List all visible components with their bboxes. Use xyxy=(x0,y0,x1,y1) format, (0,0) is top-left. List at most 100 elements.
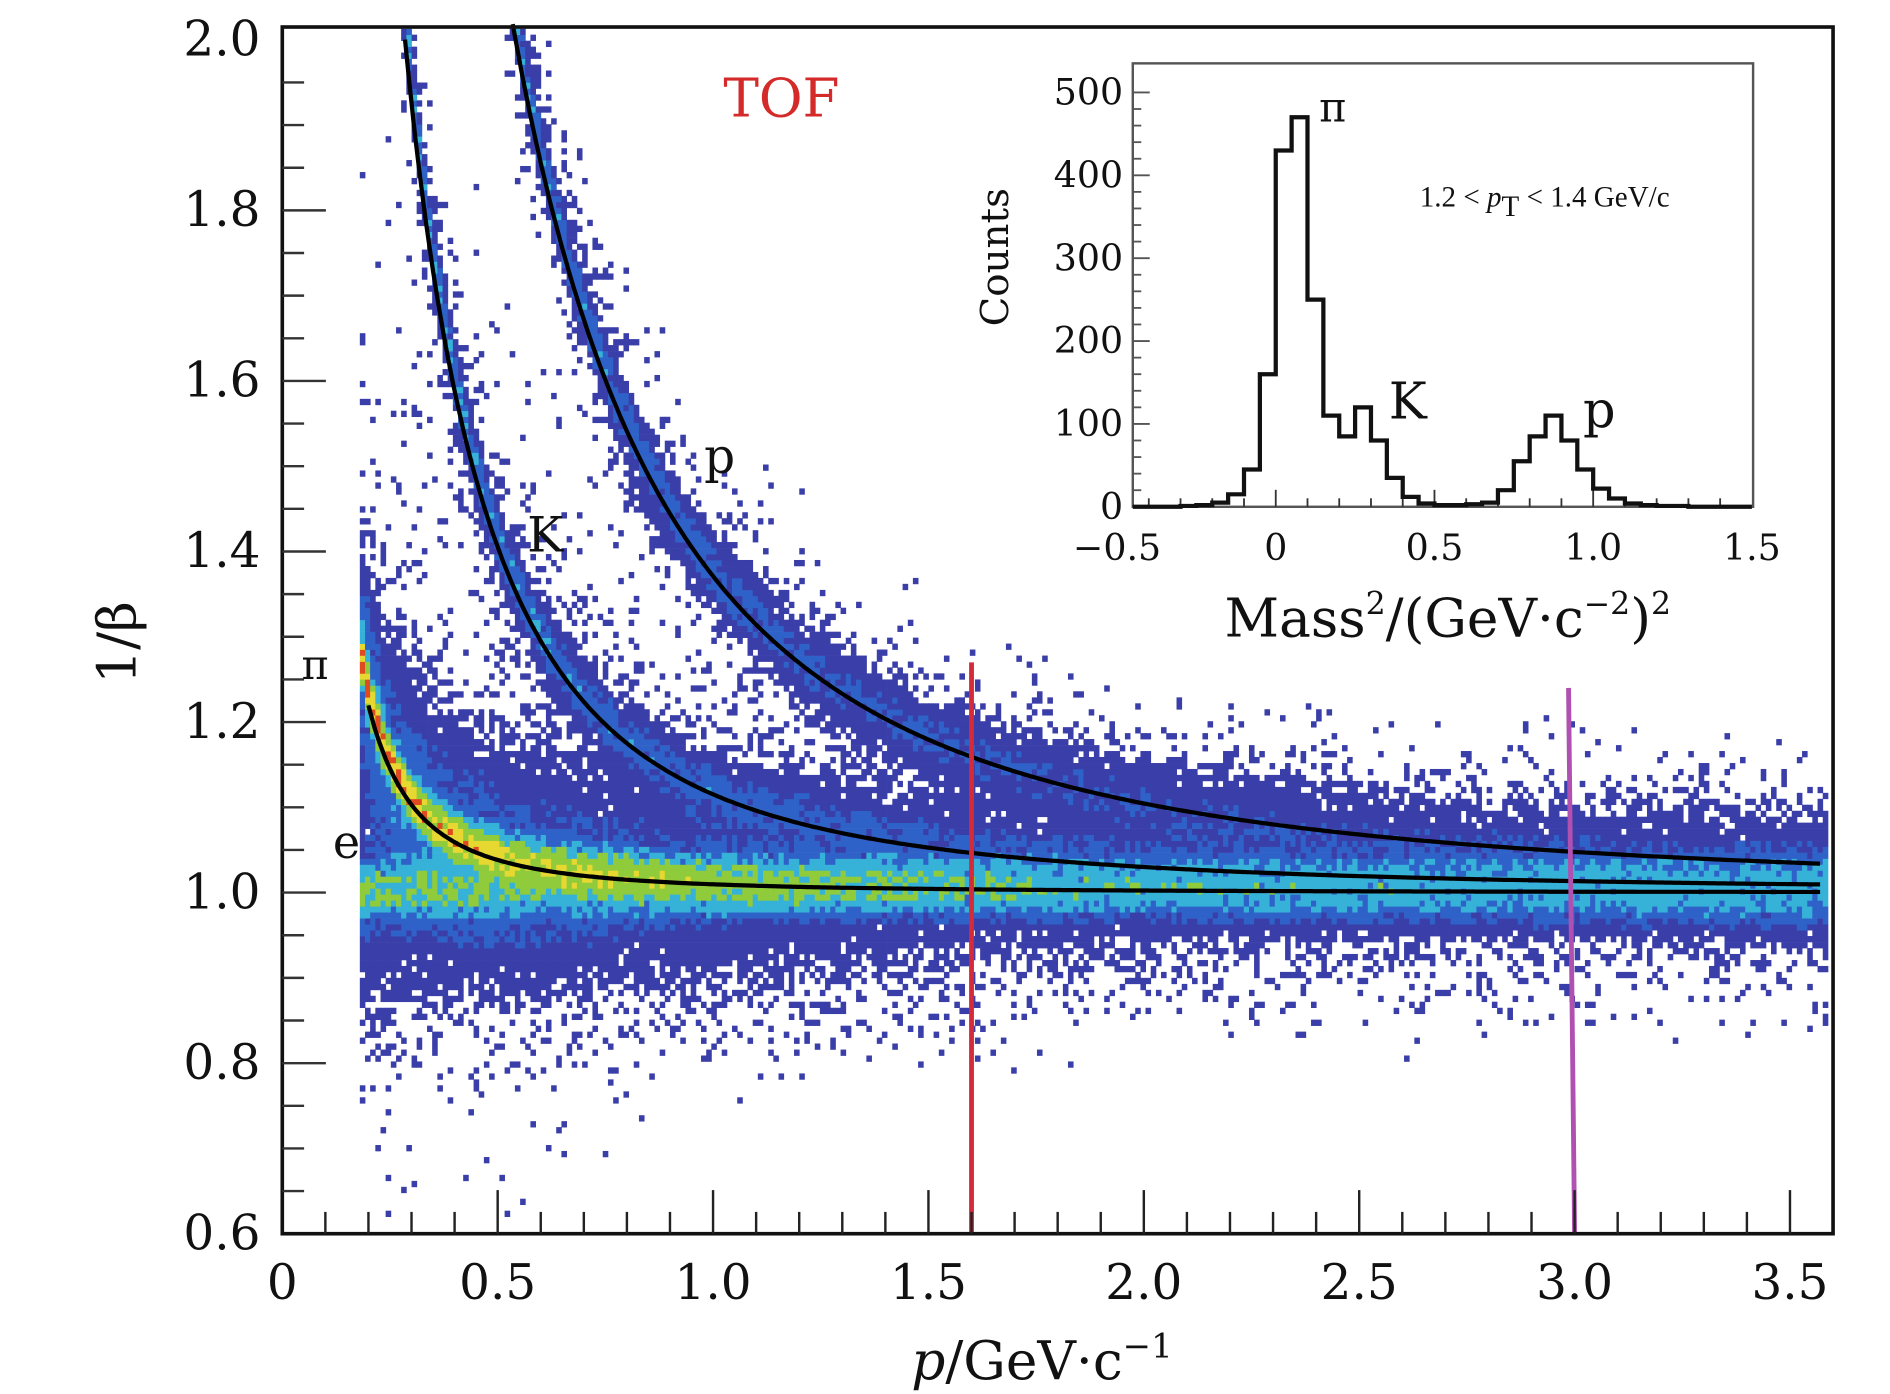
density-cell xyxy=(545,601,552,609)
density-cell xyxy=(509,882,516,889)
density-cell xyxy=(427,667,433,674)
density-cell xyxy=(499,828,505,835)
density-cell xyxy=(700,965,707,973)
density-cell xyxy=(654,822,661,829)
density-cell xyxy=(582,619,588,627)
density-cell xyxy=(571,751,578,758)
density-cell xyxy=(416,715,423,722)
density-cell xyxy=(587,995,593,1003)
density-cell xyxy=(421,792,428,800)
density-cell xyxy=(370,625,376,632)
density-cell xyxy=(690,852,697,859)
density-cell xyxy=(690,542,697,549)
density-cell xyxy=(638,768,645,776)
density-cell xyxy=(370,685,376,692)
density-cell xyxy=(690,512,697,519)
density-cell xyxy=(540,810,547,818)
density-cell xyxy=(664,960,671,967)
density-cell xyxy=(385,745,392,752)
density-cell xyxy=(380,971,387,979)
density-cell xyxy=(675,888,681,895)
density-cell xyxy=(380,691,387,698)
density-cell xyxy=(380,774,387,782)
density-cell xyxy=(365,530,371,537)
density-cell xyxy=(442,291,449,298)
density-cell xyxy=(411,864,418,871)
density-cell xyxy=(649,840,655,847)
density-cell xyxy=(385,798,392,806)
density-cell xyxy=(489,470,495,477)
density-cell xyxy=(421,691,428,698)
density-cell xyxy=(556,918,562,925)
density-cell xyxy=(370,780,376,788)
density-cell xyxy=(396,709,402,716)
density-cell xyxy=(396,924,402,931)
density-cell xyxy=(380,763,387,770)
density-cell xyxy=(587,673,593,680)
density-cell xyxy=(452,810,459,818)
density-cell xyxy=(452,828,459,835)
density-cell xyxy=(706,1049,712,1056)
density-cell xyxy=(654,506,661,513)
density-cell xyxy=(489,566,495,573)
density-cell xyxy=(483,977,490,985)
density-cell xyxy=(432,763,438,770)
density-cell xyxy=(597,816,604,823)
density-cell xyxy=(489,858,495,865)
density-cell xyxy=(401,780,407,788)
density-cell xyxy=(473,488,480,495)
density-cell xyxy=(468,739,474,746)
density-cell xyxy=(483,745,490,752)
density-cell xyxy=(380,912,387,919)
density-cell xyxy=(545,930,552,937)
density-cell xyxy=(370,846,376,853)
density-cell xyxy=(659,583,666,591)
density-cell xyxy=(520,828,526,835)
density-cell xyxy=(654,721,661,728)
density-cell xyxy=(644,846,650,853)
density-cell xyxy=(556,763,562,770)
density-cell xyxy=(566,756,573,764)
density-cell xyxy=(499,571,505,579)
density-cell xyxy=(432,948,438,955)
density-cell xyxy=(571,727,578,734)
density-cell xyxy=(509,589,516,597)
density-cell xyxy=(525,661,531,668)
density-cell xyxy=(447,924,454,931)
density-cell xyxy=(375,864,381,871)
density-cell xyxy=(478,452,485,459)
density-cell xyxy=(618,691,624,698)
density-cell xyxy=(613,380,619,388)
density-cell xyxy=(700,1055,707,1062)
density-cell xyxy=(576,930,583,937)
density-cell xyxy=(499,1031,505,1038)
density-cell xyxy=(525,858,531,865)
density-cell xyxy=(489,983,495,991)
density-cell xyxy=(520,816,526,823)
density-cell xyxy=(633,751,640,758)
density-cell xyxy=(375,816,381,823)
density-cell xyxy=(411,924,418,931)
density-cell xyxy=(447,327,454,334)
density-cell xyxy=(675,631,681,638)
density-cell xyxy=(613,870,619,877)
density-cell xyxy=(613,369,619,376)
density-cell xyxy=(535,613,542,621)
density-cell xyxy=(427,727,433,734)
density-cell xyxy=(411,834,418,841)
density-cell xyxy=(442,786,449,794)
density-cell xyxy=(685,577,692,585)
density-cell xyxy=(664,930,671,937)
density-cell xyxy=(437,846,443,853)
density-cell xyxy=(545,977,552,985)
density-cell xyxy=(401,631,407,638)
density-cell xyxy=(421,82,428,89)
density-cell xyxy=(607,715,614,722)
density-cell xyxy=(468,428,474,435)
density-cell xyxy=(520,566,526,573)
density-cell xyxy=(380,942,387,949)
density-cell xyxy=(396,739,402,746)
density-cell xyxy=(597,315,604,322)
density-cell xyxy=(695,971,702,979)
density-cell xyxy=(618,822,624,829)
